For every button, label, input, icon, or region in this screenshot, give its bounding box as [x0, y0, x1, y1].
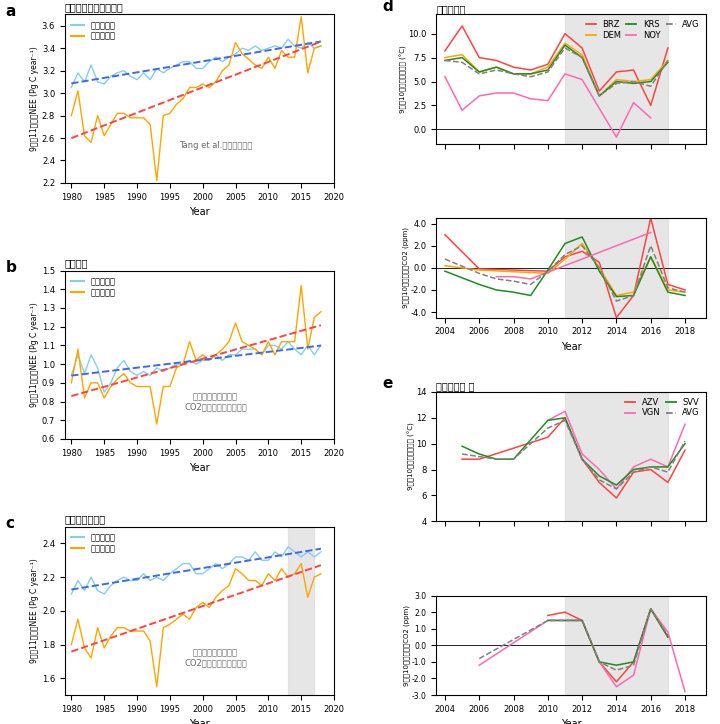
- Text: d: d: [382, 0, 393, 14]
- Text: 温暖トレンドに伴う
CO2排出の増加トレンド: 温暖トレンドに伴う CO2排出の増加トレンド: [184, 392, 247, 412]
- Y-axis label: 9月－11月平均NEE (Pg C year⁻¹): 9月－11月平均NEE (Pg C year⁻¹): [30, 558, 39, 663]
- Legend: 領域１－３, 領域１－４: 領域１－３, 領域１－４: [69, 531, 118, 555]
- Y-axis label: 9月－10月平均大気CO2 (ppm): 9月－10月平均大気CO2 (ppm): [404, 605, 410, 686]
- X-axis label: Year: Year: [561, 720, 581, 724]
- Bar: [565, 596, 668, 695]
- X-axis label: Year: Year: [189, 207, 210, 217]
- Text: a: a: [6, 4, 16, 20]
- Text: 草原サイト ・: 草原サイト ・: [436, 381, 474, 391]
- Bar: [565, 392, 668, 521]
- X-axis label: Year: Year: [189, 463, 210, 473]
- Legend: 領域１－３, 領域１－４: 領域１－３, 領域１－４: [69, 19, 118, 43]
- Legend: BRZ, DEM, KRS, NOY, AVG: BRZ, DEM, KRS, NOY, AVG: [584, 19, 701, 42]
- Y-axis label: 9月－11月平均NEE (Pg C year⁻¹): 9月－11月平均NEE (Pg C year⁻¹): [30, 46, 39, 151]
- Legend: AZV, VGN, SVV, AVG: AZV, VGN, SVV, AVG: [624, 396, 701, 419]
- Y-axis label: 9月－11月平均NEE (Pg C year⁻¹): 9月－11月平均NEE (Pg C year⁻¹): [30, 303, 39, 407]
- Text: 森林サイト: 森林サイト: [436, 4, 466, 14]
- Legend: 領域１－３, 領域１－４: 領域１－３, 領域１－４: [69, 274, 118, 299]
- Text: ユーラシア大陸: ユーラシア大陸: [65, 515, 106, 524]
- Bar: [565, 218, 668, 318]
- Text: e: e: [382, 376, 393, 392]
- Y-axis label: 9月－10月平均大気CO2 (ppm): 9月－10月平均大気CO2 (ppm): [402, 227, 409, 308]
- Y-axis label: 9月－10月平均日中気温 (°C): 9月－10月平均日中気温 (°C): [400, 46, 407, 113]
- X-axis label: Year: Year: [189, 720, 210, 724]
- Text: 寒冷トレンドに伴う
CO2排出の減少トレンド: 寒冷トレンドに伴う CO2排出の減少トレンド: [184, 648, 247, 668]
- Bar: [288, 526, 315, 695]
- X-axis label: Year: Year: [561, 342, 581, 352]
- Text: 北米大陸: 北米大陸: [65, 258, 89, 269]
- Text: b: b: [6, 261, 17, 275]
- Text: Tang et al.の結果を再現: Tang et al.の結果を再現: [179, 141, 252, 151]
- Text: 北米＋ユーラシア大陸: 北米＋ユーラシア大陸: [65, 2, 124, 12]
- Bar: [565, 14, 668, 144]
- Y-axis label: 9月－10月平均日中気温 (°C): 9月－10月平均日中気温 (°C): [408, 423, 415, 490]
- Text: c: c: [6, 516, 14, 531]
